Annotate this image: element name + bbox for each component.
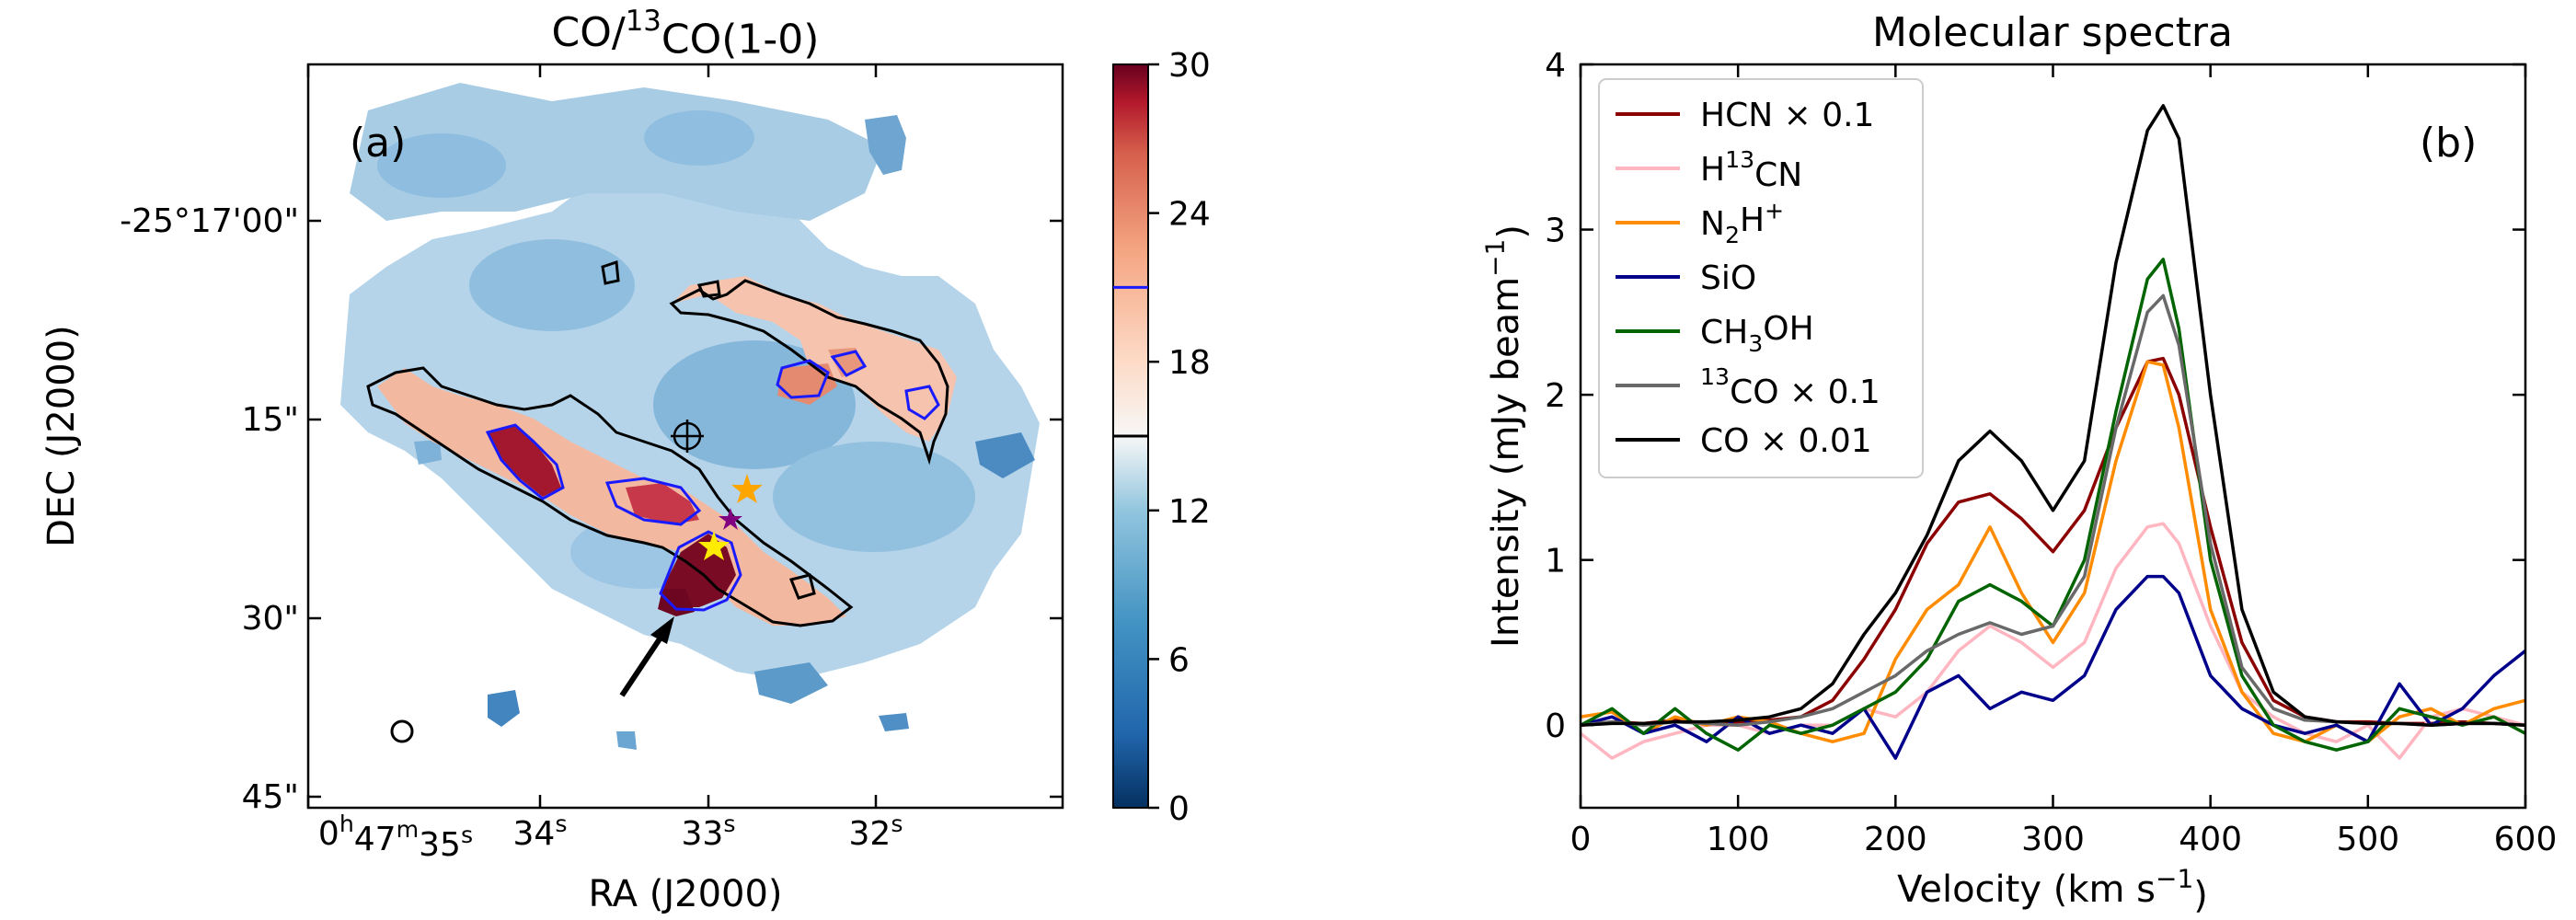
panel-a-x-tick-label: 32s	[849, 811, 903, 853]
map-blue-core-5	[377, 133, 506, 198]
contours-black	[366, 259, 949, 627]
contour-black-lower	[366, 366, 854, 627]
colorbar-ticks: 0 6 12 18 24 30	[1148, 47, 1211, 828]
beam-ellipse	[390, 719, 414, 743]
contour-blue-ridge-right	[904, 385, 940, 420]
contour-black-upper	[669, 279, 949, 466]
colorbar: 0 6 12 18 24 30	[1112, 47, 1211, 828]
panel-b-x-tick-label: 0	[1570, 821, 1592, 858]
panel-a-y-tick-label: 30"	[242, 600, 299, 638]
panel-b-x-tick-label: 300	[2021, 821, 2085, 858]
series-line-6	[1581, 104, 2525, 727]
panel-b-label: (b)	[2420, 120, 2477, 167]
panel-a-x-tick-label: 0h47m35s	[318, 811, 473, 864]
panel-b-y-tick-label: 4	[1545, 47, 1566, 85]
series-line-1	[1581, 522, 2525, 760]
panel-a-y-tick-label: 15"	[242, 401, 299, 439]
legend-label-2: N2H+	[1700, 197, 1784, 247]
yellow-star-marker	[698, 531, 730, 560]
panel-a-x-tick-label: 33s	[682, 811, 736, 853]
panel-b-xlabel: Velocity (km s−1)	[1897, 864, 2208, 917]
colorbar-tick-label: 12	[1168, 493, 1211, 531]
panel-a-y-tick-labels: -25°17'00" 15" 30" 45"	[120, 202, 299, 816]
panel-b-ticks: 0 100 200 300 400 500 600 0 1 2 3 4	[1545, 47, 2557, 858]
map-blue-core-6	[644, 110, 754, 166]
map-red-core-mid	[626, 483, 699, 524]
map-red-ridge-upper	[672, 276, 957, 442]
panel-a-frame	[306, 63, 1064, 810]
colorbar-tick-label: 18	[1168, 344, 1211, 382]
panel-b-x-tick-label: 100	[1707, 821, 1770, 858]
series-line-4	[1581, 258, 2525, 752]
map-blob-top-right	[865, 115, 906, 175]
map-blue-core-3	[773, 442, 975, 552]
map-blob-bottom-center	[616, 731, 637, 750]
contour-blue-ridge-upper	[776, 359, 830, 399]
panel-a-y-tick-label: 45"	[242, 778, 299, 816]
panel-b-title: Molecular spectra	[1872, 9, 2233, 56]
purple-star-marker	[719, 508, 742, 530]
panel-b-x-tick-label: 200	[1864, 821, 1927, 858]
legend-label-6: CO × 0.01	[1700, 422, 1872, 460]
orange-star-marker	[731, 474, 763, 503]
contours-blue	[485, 350, 940, 612]
panel-b-y-tick-label: 2	[1545, 377, 1566, 415]
panel-a-x-tick-label: 34s	[513, 811, 568, 853]
panel-a-label: (a)	[350, 120, 406, 167]
panel-a-y-tick-label: -25°17'00"	[120, 202, 299, 240]
legend-label-0: HCN × 0.1	[1700, 97, 1874, 134]
panel-b-ylabel: Intensity (mJy beam−1)	[1480, 224, 1534, 648]
panel-a-map: CO/13CO(1-0)	[40, 5, 1064, 915]
contour-blue-lower-mid	[604, 477, 702, 526]
panel-b-spectra: Molecular spectra 0 100 200 300 400 500 600 0 1 2…	[1480, 9, 2558, 917]
legend-label-1: H13CN	[1700, 146, 1802, 194]
colorbar-tick-label: 0	[1168, 790, 1190, 828]
map-blob-lower-left	[414, 440, 442, 465]
map-blob-bottom-right	[879, 713, 909, 731]
panel-b-x-tick-label: 500	[2336, 821, 2399, 858]
contour-black-small-3	[788, 573, 816, 600]
legend-label-4: CH3OH	[1700, 310, 1814, 357]
contour-black-small-2	[696, 280, 721, 298]
map-blob-bottom-left	[488, 690, 520, 727]
legend-label-3: SiO	[1700, 259, 1756, 297]
panel-b-y-tick-label: 1	[1545, 543, 1566, 581]
colorbar-tick-label: 24	[1168, 196, 1211, 234]
arrow-annotation	[619, 616, 674, 697]
co-ratio-map	[340, 83, 1040, 750]
colorbar-tick-label: 30	[1168, 47, 1211, 85]
panel-b-x-tick-label: 400	[2179, 821, 2242, 858]
panel-a-ticks	[306, 64, 1063, 808]
colorbar-tick-label: 6	[1168, 641, 1190, 679]
contour-blue-source	[659, 530, 742, 612]
spectra-lines	[1581, 104, 2525, 760]
map-blob-right	[975, 432, 1035, 478]
panel-a-xlabel: RA (J2000)	[588, 873, 782, 915]
map-red-core-left	[488, 425, 561, 497]
contour-black-small-1	[601, 259, 620, 285]
panel-b-y-tick-label: 3	[1545, 213, 1566, 250]
map-blue-core-2	[469, 239, 635, 331]
panel-a-title: CO/13CO(1-0)	[552, 5, 820, 63]
panel-a-x-tick-labels: 0h47m35s 34s 33s 32s	[318, 811, 903, 864]
panel-a-ylabel: DEC (J2000)	[40, 325, 83, 547]
legend-label-5: 13CO × 0.1	[1700, 363, 1880, 411]
panel-b-y-tick-label: 0	[1545, 707, 1566, 745]
map-blob-bottom	[754, 662, 828, 704]
legend-box	[1598, 78, 1924, 478]
contour-blue-ridge-upper-2	[830, 350, 868, 377]
crosshair-circle-marker	[671, 420, 704, 453]
panel-b-x-tick-label: 600	[2494, 821, 2558, 858]
contour-blue-lower-left	[485, 423, 565, 500]
